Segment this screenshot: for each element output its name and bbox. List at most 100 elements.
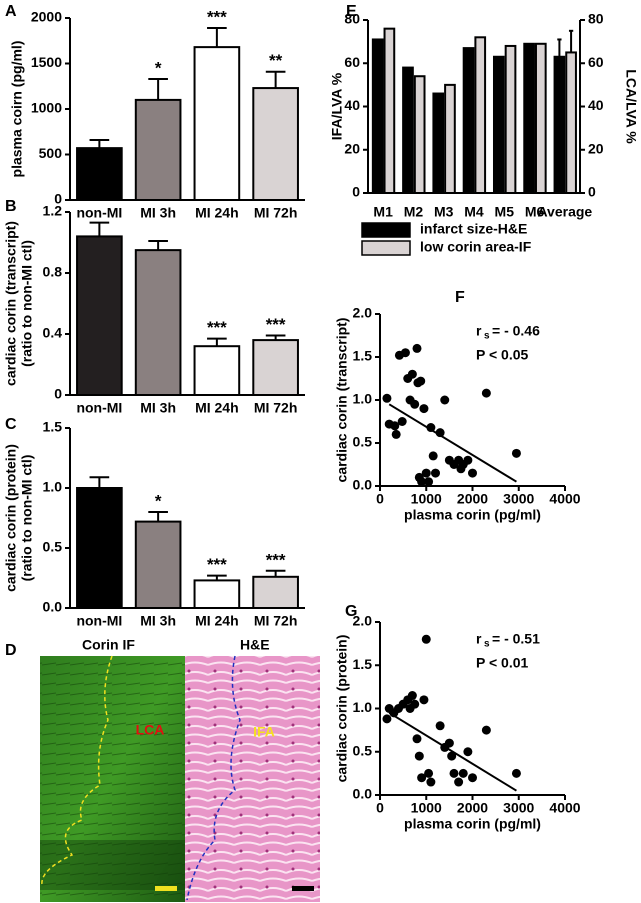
legend-swatch — [361, 222, 411, 238]
x-tick-label: MI 72h — [254, 400, 298, 416]
point — [382, 714, 392, 724]
panel-label: C — [5, 416, 17, 433]
bar — [413, 75, 426, 194]
y-tick-label: 0.5 — [353, 434, 373, 450]
x-axis-label: plasma corin (pg/ml) — [404, 816, 541, 832]
x-tick-label: 2000 — [457, 491, 488, 507]
y-tick-label: 20 — [588, 140, 604, 156]
y-tick-label: 1.5 — [43, 419, 63, 435]
region-label: IFA — [253, 724, 275, 740]
x-tick-label: MI 24h — [195, 613, 239, 629]
point — [410, 699, 420, 709]
point — [417, 773, 427, 783]
bar — [444, 83, 456, 194]
bar — [553, 55, 566, 195]
y-tick-label: 2.0 — [353, 305, 373, 321]
point — [481, 725, 491, 735]
y-tick-label: 1500 — [31, 54, 62, 70]
x-tick-label: Average — [537, 204, 592, 220]
y-tick-label: 20 — [344, 140, 360, 156]
bar — [134, 520, 182, 609]
significance: * — [155, 58, 162, 77]
y-tick-label: 80 — [344, 11, 360, 27]
stat-r-value: = - 0.51 — [492, 631, 540, 647]
y-tick-label: 40 — [588, 97, 604, 113]
bar — [252, 87, 299, 201]
image-title: H&E — [240, 637, 270, 653]
point — [414, 751, 424, 761]
significance: *** — [207, 7, 227, 26]
x-tick-label: MI 24h — [195, 205, 239, 221]
point — [426, 777, 436, 787]
panel-label: F — [455, 289, 465, 306]
x-tick-label: MI 3h — [140, 205, 176, 221]
y-tick-label: 0.5 — [353, 742, 373, 758]
bar — [492, 55, 505, 195]
point — [417, 477, 427, 487]
x-tick-label: MI 3h — [140, 613, 176, 629]
bar — [76, 235, 123, 396]
y-tick-label: 2000 — [31, 9, 62, 25]
y-axis-label: plasma coirn (pg/ml) — [9, 41, 25, 178]
y-axis-label: cardiac corin (protein) — [334, 635, 350, 783]
point — [407, 691, 417, 701]
image-title: Corin IF — [82, 637, 135, 653]
x-tick-label: MI 72h — [254, 205, 298, 221]
point — [424, 477, 434, 487]
panel-label: A — [5, 3, 17, 20]
point — [468, 468, 477, 478]
stat-r-sub: s — [484, 639, 490, 650]
point — [435, 721, 445, 731]
point — [419, 404, 429, 414]
x-tick-label: 0 — [376, 491, 384, 507]
significance: *** — [266, 550, 286, 569]
y-axis-label: cardiac corin (protein) — [3, 444, 19, 592]
point — [468, 773, 477, 783]
y-tick-label: 0 — [352, 184, 360, 200]
x-tick-label: M4 — [464, 204, 484, 220]
legend-label: low corin area-IF — [420, 239, 532, 255]
x-tick-label: MI 24h — [195, 400, 239, 416]
y-tick-label: 2.0 — [353, 613, 373, 629]
y-tick-label: 1.0 — [43, 479, 63, 495]
y-tick-label: 0 — [54, 191, 62, 207]
legend-swatch — [361, 240, 411, 256]
point — [419, 695, 429, 705]
y-tick-label: 1.0 — [353, 699, 373, 715]
bar — [371, 38, 384, 195]
x-tick-label: M3 — [434, 204, 454, 220]
y-tick-label: 60 — [588, 54, 604, 70]
panel-label: E — [346, 3, 357, 20]
point — [426, 423, 436, 433]
y-axis-label: IFA/LVA % — [329, 72, 345, 140]
point — [421, 634, 431, 644]
bar — [504, 44, 517, 195]
point — [449, 768, 459, 778]
bar — [193, 46, 241, 202]
y-tick-label: 0.0 — [43, 599, 63, 615]
x-tick-label: 4000 — [549, 491, 580, 507]
x-tick-label: M1 — [373, 204, 393, 220]
point — [444, 738, 454, 748]
y-tick-label: 1.5 — [353, 348, 373, 364]
x-tick-label: non-MI — [76, 400, 122, 416]
point — [481, 388, 491, 398]
stat-r: r — [476, 631, 482, 647]
y-tick-label: 80 — [588, 11, 604, 27]
point — [511, 448, 521, 458]
x-axis-label: plasma corin (pg/ml) — [404, 507, 541, 523]
point — [421, 468, 431, 478]
x-tick-label: 4000 — [549, 800, 580, 816]
point — [400, 348, 410, 358]
y-tick-label: 1.2 — [43, 203, 63, 219]
bar — [432, 92, 445, 194]
point — [431, 468, 440, 478]
y-tick-label: 0.0 — [353, 786, 373, 802]
y-axis-label: (ratio to non-MI ctl) — [19, 240, 35, 367]
significance: ** — [269, 51, 283, 70]
point — [435, 428, 445, 438]
y-axis-label: cardiac corin (transcript) — [334, 318, 350, 483]
y-axis-label: LCA/LVA % — [623, 69, 639, 144]
point — [447, 751, 457, 761]
